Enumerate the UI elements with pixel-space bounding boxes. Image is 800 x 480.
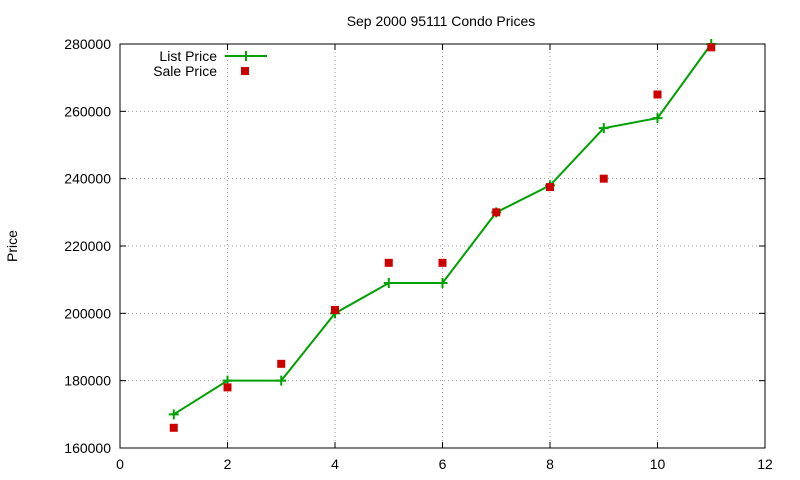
legend-marker-list-price (241, 51, 251, 61)
sale-price-point (331, 305, 339, 314)
list-price-point (598, 123, 609, 134)
x-tick-label: 12 (757, 456, 773, 472)
list-price-point (168, 409, 179, 420)
series-layer (168, 39, 717, 432)
y-tick-label: 180000 (64, 373, 111, 389)
list-price-point (437, 278, 448, 289)
legend: List Price Sale Price (153, 48, 267, 79)
legend-marker-sale-price (241, 67, 249, 75)
chart-title: Sep 2000 95111 Condo Prices (347, 13, 536, 29)
y-tick-label: 240000 (64, 171, 111, 187)
list-price-point (383, 278, 394, 289)
sale-price-point (277, 359, 286, 368)
legend-label-sale-price: Sale Price (153, 63, 217, 79)
axis-ticks (119, 43, 766, 449)
y-tick-label: 220000 (64, 238, 111, 254)
y-axis-tick-labels: 160000 180000 200000 220000 240000 260000 2800… (64, 36, 111, 456)
sale-price-point (438, 258, 447, 267)
sale-price-point (707, 43, 716, 52)
legend-label-list-price: List Price (159, 48, 217, 64)
sale-price-point (653, 90, 662, 99)
y-tick-label: 200000 (64, 305, 111, 321)
x-tick-label: 10 (650, 456, 666, 472)
x-tick-label: 6 (439, 456, 447, 472)
sale-price-point (223, 383, 232, 392)
sale-price-point (599, 174, 608, 183)
list-price-point (276, 375, 287, 386)
x-tick-label: 0 (116, 456, 124, 472)
list-price-line (173, 43, 713, 416)
y-tick-label: 160000 (64, 440, 111, 456)
x-axis-tick-labels: 0 2 4 6 8 10 12 (116, 456, 773, 472)
y-tick-label: 280000 (64, 36, 111, 52)
x-tick-label: 8 (546, 456, 554, 472)
y-tick-label: 260000 (64, 103, 111, 119)
x-tick-label: 4 (331, 456, 339, 472)
sale-price-point (384, 258, 393, 267)
list-price-point (652, 113, 663, 124)
x-tick-label: 2 (224, 456, 232, 472)
sale-price-point (492, 208, 501, 217)
sale-price-point (169, 423, 178, 432)
y-axis-label: Price (4, 230, 20, 262)
sale-price-point (546, 183, 554, 192)
